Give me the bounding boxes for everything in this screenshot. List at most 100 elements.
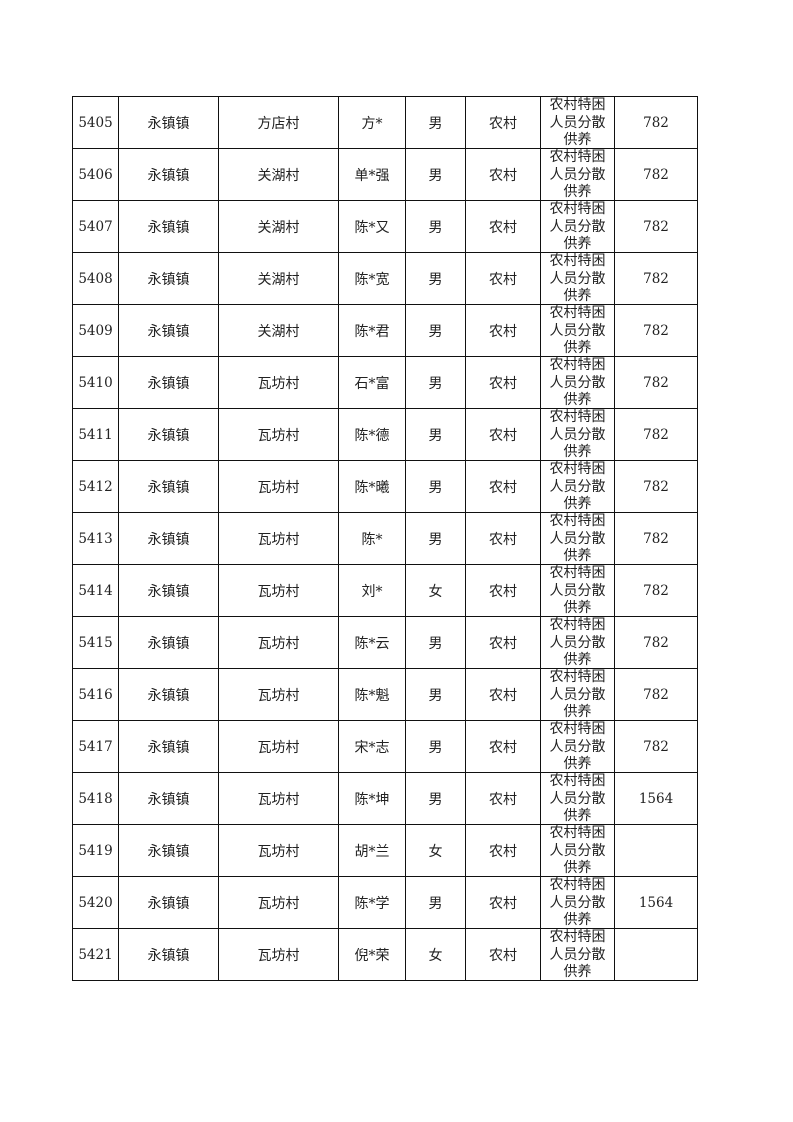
cell-area: 农村 xyxy=(465,96,541,149)
cell-type: 农村特困人员分散供养 xyxy=(540,616,615,669)
cell-id: 5416 xyxy=(72,668,119,721)
cell-area: 农村 xyxy=(465,564,541,617)
cell-village: 瓦坊村 xyxy=(218,876,339,929)
cell-area: 农村 xyxy=(465,876,541,929)
cell-gender: 男 xyxy=(405,876,466,929)
cell-id: 5412 xyxy=(72,460,119,513)
cell-town: 永镇镇 xyxy=(118,148,219,201)
cell-type-text: 农村特困人员分散供养 xyxy=(549,409,606,460)
cell-village: 瓦坊村 xyxy=(218,460,339,513)
cell-village: 瓦坊村 xyxy=(218,564,339,617)
cell-village: 瓦坊村 xyxy=(218,928,339,981)
cell-gender: 男 xyxy=(405,460,466,513)
cell-gender: 男 xyxy=(405,356,466,409)
cell-town: 永镇镇 xyxy=(118,304,219,357)
cell-name: 胡*兰 xyxy=(338,824,406,877)
cell-id: 5418 xyxy=(72,772,119,825)
cell-gender: 男 xyxy=(405,200,466,253)
cell-type-text: 农村特困人员分散供养 xyxy=(549,565,606,616)
cell-id: 5407 xyxy=(72,200,119,253)
table-row: 5409 永镇镇 关湖村 陈*君男农村 农村特困人员分散供养 782 xyxy=(72,304,698,357)
table-row: 5416 永镇镇 瓦坊村 陈*魁男农村 农村特困人员分散供养 782 xyxy=(72,668,698,721)
table-row: 5406 永镇镇 关湖村 单*强男农村 农村特困人员分散供养 782 xyxy=(72,148,698,201)
cell-area: 农村 xyxy=(465,408,541,461)
cell-village: 瓦坊村 xyxy=(218,824,339,877)
cell-town: 永镇镇 xyxy=(118,720,219,773)
table-row: 5415 永镇镇 瓦坊村 陈*云男农村 农村特困人员分散供养 782 xyxy=(72,616,698,669)
cell-area: 农村 xyxy=(465,200,541,253)
cell-amount: 782 xyxy=(614,512,698,565)
cell-type-text: 农村特困人员分散供养 xyxy=(549,721,606,772)
cell-area: 农村 xyxy=(465,460,541,513)
cell-village: 关湖村 xyxy=(218,252,339,305)
cell-town: 永镇镇 xyxy=(118,876,219,929)
cell-name: 陈*学 xyxy=(338,876,406,929)
cell-name: 石*富 xyxy=(338,356,406,409)
cell-type-text: 农村特困人员分散供养 xyxy=(549,201,606,252)
cell-type: 农村特困人员分散供养 xyxy=(540,200,615,253)
cell-amount: 782 xyxy=(614,304,698,357)
cell-village: 方店村 xyxy=(218,96,339,149)
cell-amount xyxy=(614,928,698,981)
cell-town: 永镇镇 xyxy=(118,512,219,565)
cell-area: 农村 xyxy=(465,772,541,825)
cell-type: 农村特困人员分散供养 xyxy=(540,720,615,773)
cell-id: 5405 xyxy=(72,96,119,149)
cell-type-text: 农村特困人员分散供养 xyxy=(549,253,606,304)
cell-town: 永镇镇 xyxy=(118,460,219,513)
cell-gender: 男 xyxy=(405,304,466,357)
cell-gender: 男 xyxy=(405,96,466,149)
table-row: 5417 永镇镇 瓦坊村 宋*志男农村 农村特困人员分散供养 782 xyxy=(72,720,698,773)
cell-amount: 782 xyxy=(614,96,698,149)
cell-type: 农村特困人员分散供养 xyxy=(540,304,615,357)
cell-village: 瓦坊村 xyxy=(218,772,339,825)
cell-type-text: 农村特困人员分散供养 xyxy=(549,305,606,356)
cell-type: 农村特困人员分散供养 xyxy=(540,512,615,565)
cell-name: 刘* xyxy=(338,564,406,617)
cell-type: 农村特困人员分散供养 xyxy=(540,668,615,721)
cell-name: 陈*君 xyxy=(338,304,406,357)
cell-type: 农村特困人员分散供养 xyxy=(540,824,615,877)
cell-type: 农村特困人员分散供养 xyxy=(540,928,615,981)
cell-amount: 782 xyxy=(614,200,698,253)
table-row: 5405 永镇镇 方店村 方* 男农村 农村特困人员分散供养 782 xyxy=(72,96,698,149)
cell-name: 方* xyxy=(338,96,406,149)
cell-type: 农村特困人员分散供养 xyxy=(540,96,615,149)
cell-village: 瓦坊村 xyxy=(218,668,339,721)
cell-type-text: 农村特困人员分散供养 xyxy=(549,513,606,564)
cell-town: 永镇镇 xyxy=(118,824,219,877)
cell-amount: 782 xyxy=(614,148,698,201)
cell-type: 农村特困人员分散供养 xyxy=(540,148,615,201)
cell-type-text: 农村特困人员分散供养 xyxy=(549,149,606,200)
table-row: 5421 永镇镇 瓦坊村 倪*荣女农村 农村特困人员分散供养 xyxy=(72,928,698,981)
cell-amount: 782 xyxy=(614,668,698,721)
cell-id: 5414 xyxy=(72,564,119,617)
cell-amount: 782 xyxy=(614,720,698,773)
cell-gender: 男 xyxy=(405,252,466,305)
cell-amount: 1564 xyxy=(614,772,698,825)
cell-town: 永镇镇 xyxy=(118,928,219,981)
table-row: 5411 永镇镇 瓦坊村 陈*德男农村 农村特困人员分散供养 782 xyxy=(72,408,698,461)
cell-town: 永镇镇 xyxy=(118,356,219,409)
cell-area: 农村 xyxy=(465,148,541,201)
cell-village: 关湖村 xyxy=(218,148,339,201)
cell-id: 5406 xyxy=(72,148,119,201)
table-row: 5420 永镇镇 瓦坊村 陈*学男农村 农村特困人员分散供养 1564 xyxy=(72,876,698,929)
cell-amount: 1564 xyxy=(614,876,698,929)
table-row: 5418 永镇镇 瓦坊村 陈*坤男农村 农村特困人员分散供养 1564 xyxy=(72,772,698,825)
cell-amount: 782 xyxy=(614,564,698,617)
cell-amount: 782 xyxy=(614,460,698,513)
cell-type: 农村特困人员分散供养 xyxy=(540,408,615,461)
cell-gender: 男 xyxy=(405,616,466,669)
table-row: 5412 永镇镇 瓦坊村 陈*曦男农村 农村特困人员分散供养 782 xyxy=(72,460,698,513)
cell-type: 农村特困人员分散供养 xyxy=(540,356,615,409)
cell-name: 陈*曦 xyxy=(338,460,406,513)
cell-village: 关湖村 xyxy=(218,200,339,253)
cell-gender: 男 xyxy=(405,148,466,201)
table-row: 5419 永镇镇 瓦坊村 胡*兰女农村 农村特困人员分散供养 xyxy=(72,824,698,877)
table-row: 5410 永镇镇 瓦坊村 石*富男农村 农村特困人员分散供养 782 xyxy=(72,356,698,409)
cell-area: 农村 xyxy=(465,720,541,773)
relief-table: 5405 永镇镇 方店村 方* 男农村 农村特困人员分散供养 782 5406 永镇镇 关湖村 单*… xyxy=(72,96,698,981)
cell-id: 5420 xyxy=(72,876,119,929)
table-row: 5408 永镇镇 关湖村 陈*宽男农村 农村特困人员分散供养 782 xyxy=(72,252,698,305)
